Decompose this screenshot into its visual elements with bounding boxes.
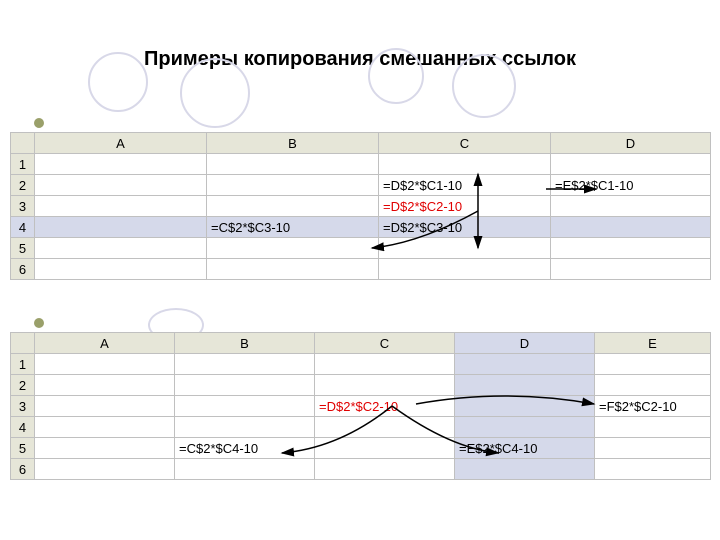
cell[interactable] [35, 417, 175, 438]
cell[interactable] [35, 238, 207, 259]
row-header[interactable]: 2 [11, 375, 35, 396]
cell[interactable] [175, 417, 315, 438]
cell[interactable] [551, 196, 711, 217]
cell[interactable]: =D$2*$C3-10 [379, 217, 551, 238]
column-header[interactable]: A [35, 333, 175, 354]
cell[interactable] [175, 459, 315, 480]
cell[interactable] [455, 354, 595, 375]
cell[interactable] [379, 259, 551, 280]
row-header[interactable]: 2 [11, 175, 35, 196]
cell[interactable] [207, 238, 379, 259]
cell[interactable] [175, 354, 315, 375]
cell[interactable] [315, 375, 455, 396]
cell[interactable]: =C$2*$C4-10 [175, 438, 315, 459]
cell[interactable] [595, 375, 711, 396]
deco-circle [452, 54, 516, 118]
cell[interactable] [595, 459, 711, 480]
row-header[interactable]: 3 [11, 196, 35, 217]
spreadsheet-1: ABCD 12 =D$2*$C1-10=E$2*$C1-10 3 =D$2*$C2-10… [10, 132, 711, 280]
column-header[interactable]: C [315, 333, 455, 354]
cell[interactable] [595, 354, 711, 375]
cell[interactable] [315, 417, 455, 438]
cell[interactable] [455, 417, 595, 438]
cell[interactable] [595, 417, 711, 438]
cell[interactable]: =E$2*$C4-10 [455, 438, 595, 459]
cell[interactable] [207, 196, 379, 217]
cell[interactable] [35, 354, 175, 375]
sheet-table: ABCDE 123 =D$2*$C2-10 =F$2*$C2-10 45 =C$2*$C4… [10, 332, 711, 480]
row-header[interactable]: 4 [11, 217, 35, 238]
cell[interactable] [455, 375, 595, 396]
column-header[interactable]: C [379, 133, 551, 154]
cell[interactable] [35, 196, 207, 217]
column-header[interactable]: D [551, 133, 711, 154]
column-header[interactable]: A [35, 133, 207, 154]
cell[interactable]: =F$2*$C2-10 [595, 396, 711, 417]
row-header[interactable]: 5 [11, 238, 35, 259]
bullet-icon [34, 118, 44, 128]
deco-circle [368, 48, 424, 104]
cell[interactable] [35, 175, 207, 196]
row-header[interactable]: 3 [11, 396, 35, 417]
cell[interactable] [175, 375, 315, 396]
row-header[interactable]: 5 [11, 438, 35, 459]
cell[interactable] [207, 175, 379, 196]
row-header[interactable]: 6 [11, 459, 35, 480]
spreadsheet-2: ABCDE 123 =D$2*$C2-10 =F$2*$C2-10 45 =C$2*$C4… [10, 332, 711, 480]
cell[interactable] [551, 217, 711, 238]
deco-circle [88, 52, 148, 112]
sheet-table: ABCD 12 =D$2*$C1-10=E$2*$C1-10 3 =D$2*$C2-10… [10, 132, 711, 280]
cell[interactable] [551, 259, 711, 280]
cell[interactable] [551, 154, 711, 175]
column-header[interactable]: B [207, 133, 379, 154]
column-header[interactable]: D [455, 333, 595, 354]
column-header[interactable]: E [595, 333, 711, 354]
cell[interactable] [35, 259, 207, 280]
cell[interactable] [379, 238, 551, 259]
cell[interactable]: =E$2*$C1-10 [551, 175, 711, 196]
row-header[interactable]: 1 [11, 354, 35, 375]
corner-cell [11, 133, 35, 154]
cell[interactable] [455, 396, 595, 417]
cell[interactable]: =D$2*$C2-10 [315, 396, 455, 417]
cell[interactable] [207, 154, 379, 175]
cell[interactable]: =D$2*$C1-10 [379, 175, 551, 196]
cell[interactable] [455, 459, 595, 480]
cell[interactable]: =C$2*$C3-10 [207, 217, 379, 238]
cell[interactable] [35, 375, 175, 396]
row-header[interactable]: 6 [11, 259, 35, 280]
cell[interactable] [35, 459, 175, 480]
cell[interactable] [35, 438, 175, 459]
cell[interactable] [315, 438, 455, 459]
cell[interactable] [315, 459, 455, 480]
row-header[interactable]: 4 [11, 417, 35, 438]
cell[interactable]: =D$2*$C2-10 [379, 196, 551, 217]
cell[interactable] [35, 217, 207, 238]
corner-cell [11, 333, 35, 354]
cell[interactable] [35, 154, 207, 175]
column-header[interactable]: B [175, 333, 315, 354]
bullet-icon [34, 318, 44, 328]
cell[interactable] [207, 259, 379, 280]
cell[interactable] [551, 238, 711, 259]
cell[interactable] [379, 154, 551, 175]
cell[interactable] [35, 396, 175, 417]
cell[interactable] [595, 438, 711, 459]
cell[interactable] [315, 354, 455, 375]
cell[interactable] [175, 396, 315, 417]
row-header[interactable]: 1 [11, 154, 35, 175]
deco-circle [180, 58, 250, 128]
